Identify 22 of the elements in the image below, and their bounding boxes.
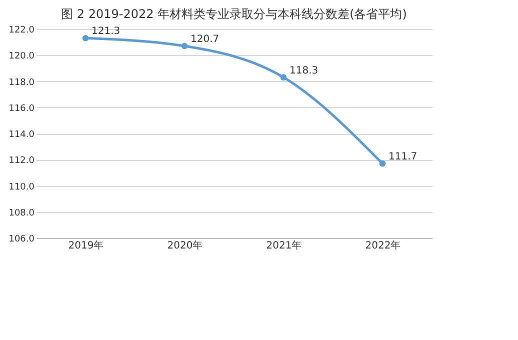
y-tick-label: 106.0: [8, 234, 35, 244]
y-tick-label: 118.0: [8, 78, 35, 88]
x-tick-label: 2022年: [365, 240, 401, 252]
y-tick-label: 108.0: [8, 208, 35, 218]
point: [181, 42, 188, 50]
x-tick-label: 2021年: [266, 240, 302, 252]
y-tick-label: 120.0: [8, 52, 35, 62]
y-tick-label: 122.0: [8, 26, 35, 36]
data-label: 120.7: [190, 34, 220, 45]
point: [379, 160, 386, 167]
x-tick-label: 2019年: [68, 240, 104, 252]
x-tick-label: 2020年: [167, 240, 203, 252]
y-tick-label: 110.0: [8, 182, 35, 192]
data-label: 121.3: [92, 26, 120, 38]
point: [82, 34, 89, 42]
y-tick-label: 116.0: [8, 104, 35, 114]
point: [280, 74, 287, 80]
data-label: 118.3: [290, 65, 318, 76]
y-tick-label: 114.0: [8, 130, 35, 140]
y-tick-label: 112.0: [8, 156, 35, 166]
data-label: 111.7: [388, 152, 418, 163]
chart-title: 图 2 2019-2022 年材料类专业录取分与本科线分数差(各省平均): [61, 7, 407, 21]
